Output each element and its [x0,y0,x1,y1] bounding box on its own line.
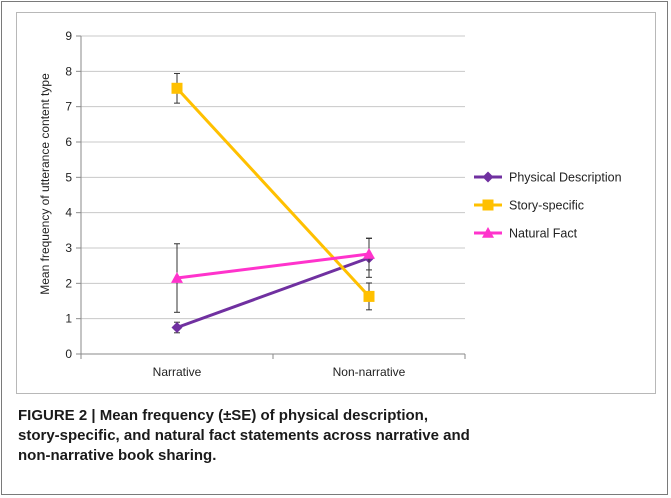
series-natural-fact [171,237,375,313]
axes: 0 1 2 3 4 5 6 7 8 9 Narrative Non-narrative [65,29,466,379]
x-tick-label-narrative: Narrative [153,365,202,379]
legend-marker-story-specific [482,199,494,211]
point-natural-fact-0 [171,272,183,283]
legend-marker-natural-fact [482,227,494,238]
x-tick-label-non-narrative: Non-narrative [333,365,406,379]
y-axis-title: Mean frequency of utterance content type [38,73,52,295]
series-layer [171,72,375,334]
legend-label-story-specific: Story-specific [509,199,584,213]
y-tick-label-0: 0 [65,347,72,361]
series-story-specific [171,72,375,311]
legend-item-story-specific: Story-specific [474,199,584,213]
chart-panel: 0 1 2 3 4 5 6 7 8 9 Narrative Non-narrative Physica… [16,12,656,394]
caption-line-3: non-narrative book sharing. [18,447,217,464]
point-physical-description-0 [171,322,183,333]
legend-item-natural-fact: Natural Fact [474,227,578,241]
point-story-specific-1 [363,290,375,302]
y-tick-label-6: 6 [65,135,72,149]
figure-caption: FIGURE 2 | Mean frequency (±SE) of physi… [18,406,638,466]
line-chart: 0 1 2 3 4 5 6 7 8 9 Narrative Non-narrative Physica… [38,29,622,379]
y-tick-label-7: 7 [65,100,72,114]
series-line-natural-fact [176,252,370,280]
caption-line-1: FIGURE 2 | Mean frequency (±SE) of physi… [18,407,429,424]
y-tick-label-9: 9 [65,29,72,43]
y-tick-label-2: 2 [65,276,72,290]
y-tick-label-8: 8 [65,64,72,78]
y-tick-label-4: 4 [65,206,72,220]
series-line-physical-description [176,256,370,329]
caption-line-2: story-specific, and natural fact stateme… [18,427,470,444]
legend-label-physical-description: Physical Description [509,171,622,185]
series-line-story-specific [175,87,371,298]
legend: Physical Description Story-specific Natura… [474,171,622,241]
point-natural-fact-1 [363,248,375,259]
legend-label-natural-fact: Natural Fact [509,227,578,241]
point-story-specific-0 [171,82,183,94]
legend-marker-physical-description [482,171,494,183]
legend-item-physical-description: Physical Description [474,171,622,185]
y-tick-label-1: 1 [65,312,72,326]
y-tick-label-5: 5 [65,170,72,184]
y-tick-label-3: 3 [65,241,72,255]
grid-lines [81,35,465,320]
